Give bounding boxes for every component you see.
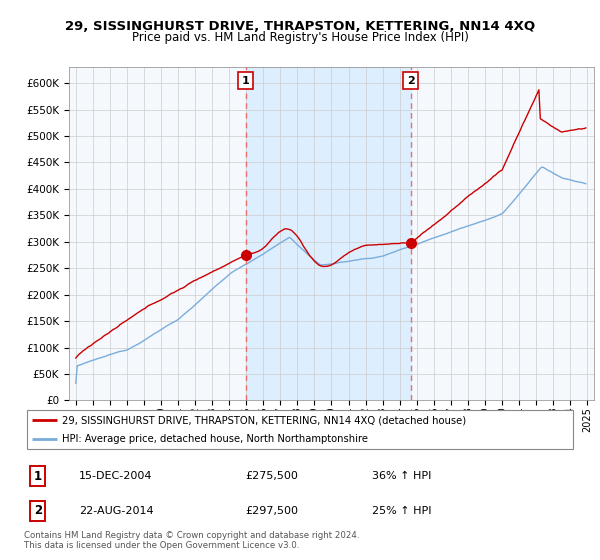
Text: HPI: Average price, detached house, North Northamptonshire: HPI: Average price, detached house, Nort… [62,435,368,445]
Text: £275,500: £275,500 [245,471,298,481]
Text: 22-AUG-2014: 22-AUG-2014 [79,506,154,516]
Text: 29, SISSINGHURST DRIVE, THRAPSTON, KETTERING, NN14 4XQ: 29, SISSINGHURST DRIVE, THRAPSTON, KETTE… [65,20,535,32]
Text: 1: 1 [34,469,42,483]
Text: Price paid vs. HM Land Registry's House Price Index (HPI): Price paid vs. HM Land Registry's House … [131,31,469,44]
Text: 25% ↑ HPI: 25% ↑ HPI [372,506,431,516]
Text: 2: 2 [34,505,42,517]
Text: £297,500: £297,500 [245,506,298,516]
Text: Contains HM Land Registry data © Crown copyright and database right 2024.
This d: Contains HM Land Registry data © Crown c… [24,531,359,550]
Text: 2: 2 [407,76,415,86]
Text: 29, SISSINGHURST DRIVE, THRAPSTON, KETTERING, NN14 4XQ (detached house): 29, SISSINGHURST DRIVE, THRAPSTON, KETTE… [62,415,466,425]
FancyBboxPatch shape [27,410,573,449]
Text: 36% ↑ HPI: 36% ↑ HPI [372,471,431,481]
Text: 15-DEC-2004: 15-DEC-2004 [79,471,152,481]
Text: 1: 1 [242,76,250,86]
Bar [245,67,410,400]
